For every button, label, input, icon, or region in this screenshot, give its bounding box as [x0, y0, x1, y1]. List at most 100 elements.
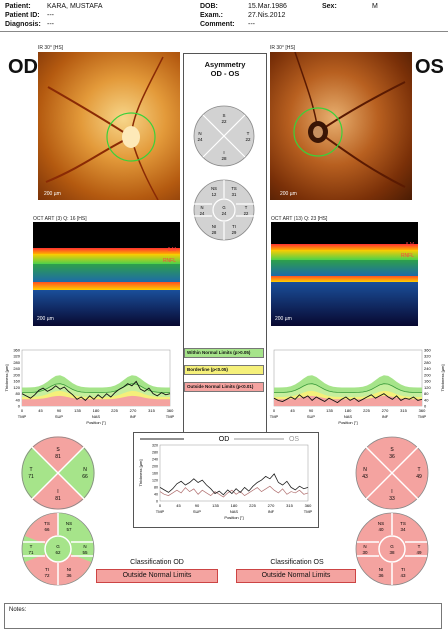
svg-text:N: N: [83, 544, 86, 549]
os-region-label: TMP: [418, 414, 427, 419]
os-fundus-image: 200 µm: [270, 51, 412, 200]
os-xtick: 270: [382, 408, 389, 413]
dob-label: DOB:: [200, 3, 218, 10]
od-oct-scale: 200 µm: [37, 316, 54, 322]
os-oct-label: OCT ART (13) Q: 23 [HS]: [271, 216, 328, 222]
od-ylabel: Thickness [µm]: [4, 365, 9, 392]
od-xtick: 45: [38, 408, 43, 413]
od-ytick: 0: [18, 404, 21, 409]
svg-text:S: S: [222, 113, 225, 118]
exam-value: 27.Nis.2012: [248, 12, 286, 19]
os-measured-line: [273, 393, 423, 404]
asym-pie-ni: 28: [212, 230, 217, 235]
od-circle-n: 66: [82, 474, 88, 480]
compare-ytick: 80: [154, 486, 158, 490]
svg-text:I: I: [391, 489, 392, 495]
asym-circle-t: 22: [245, 137, 251, 142]
os-xtick: 0: [273, 408, 276, 413]
os-oct-scale: 200 µm: [275, 316, 292, 322]
compare-ytick: 0: [156, 500, 158, 504]
svg-text:TI: TI: [45, 567, 49, 572]
os-sector-pie: NS 40 TS 34 N 30 G 38 T 49 NI 36 TI 43: [355, 512, 429, 586]
svg-text:TI: TI: [401, 567, 405, 572]
od-ytick: 280: [13, 360, 20, 365]
od-pie-t: 71: [28, 550, 34, 555]
legend-within-normal: Within Normal Limits (p>0.05): [184, 348, 264, 358]
classification-os-title: Classification OS: [270, 559, 324, 566]
svg-text:G: G: [390, 544, 394, 549]
od-sector-pie: TS 66 NS 57 T 71 G 62 N 55 TI 72 NI 36: [21, 512, 95, 586]
os-fundus-overlay: [293, 51, 406, 188]
svg-text:NI: NI: [212, 224, 216, 229]
svg-text:NS: NS: [378, 521, 384, 526]
asym-pie-n: 24: [200, 211, 205, 216]
notes-label: Notes:: [9, 607, 27, 613]
od-pie-n: 55: [82, 550, 88, 555]
compare-ytick: 200: [152, 465, 158, 469]
od-pie-ts: 66: [44, 527, 50, 532]
comment-label: Comment:: [200, 21, 235, 28]
od-rnfl-label: RNFL: [162, 258, 176, 264]
asym-pie-ts: 31: [232, 192, 237, 197]
os-region-label: INF: [382, 414, 389, 419]
os-circle-n: 43: [362, 474, 368, 480]
os-ir-label: IR 30° [HS]: [270, 45, 296, 51]
compare-region-label: TMP: [156, 509, 165, 514]
diagnosis-value: ---: [47, 21, 54, 28]
od-circle-i: 81: [55, 496, 61, 502]
od-ytick: 80: [16, 391, 21, 396]
os-ytick: 120: [424, 385, 431, 390]
os-ytick: 80: [424, 391, 429, 396]
od-ytick: 40: [16, 397, 21, 402]
compare-xlabel: Position [°]: [224, 515, 243, 520]
os-pie-ts: 34: [400, 527, 406, 532]
compare-od-line: [159, 473, 309, 496]
os-ytick: 320: [424, 354, 431, 359]
os-xtick: 315: [400, 408, 407, 413]
svg-text:NS: NS: [66, 521, 72, 526]
svg-text:TS: TS: [231, 186, 237, 191]
compare-ytick: 120: [152, 479, 158, 483]
os-fundus-scale: 200 µm: [280, 191, 297, 197]
compare-ytick: 240: [152, 458, 158, 462]
od-xtick: 360: [167, 408, 174, 413]
os-circle-t: 49: [416, 474, 422, 480]
od-xtick: 0: [21, 408, 24, 413]
od-sector-circle: S 81 T 71 N 66 I 81: [21, 436, 95, 510]
od-oct-scan: ILM RNFL 200 µm: [33, 222, 180, 326]
os-region-label: NAS: [344, 414, 353, 419]
compare-xtick: 90: [195, 503, 200, 508]
os-pie-n: 30: [362, 550, 368, 555]
classification-od-value: Outside Normal Limits: [96, 569, 218, 583]
svg-text:S: S: [56, 447, 60, 453]
od-xlabel: Position [°]: [86, 420, 105, 425]
compare-xtick: 270: [268, 503, 275, 508]
os-ilm-label: ILM: [405, 242, 414, 248]
notes-box: Notes:: [4, 603, 442, 629]
compare-xtick: 0: [159, 503, 162, 508]
os-oct-scan: ILM RNFL 200 µm: [271, 222, 418, 326]
asym-pie-t: 22: [244, 211, 249, 216]
os-circle-s: 36: [389, 454, 395, 460]
od-xtick: 180: [93, 408, 100, 413]
od-ytick: 200: [13, 372, 20, 377]
comment-value: ---: [248, 21, 255, 28]
asym-pie-g: 24: [222, 211, 227, 216]
svg-text:T: T: [417, 467, 420, 473]
od-region-label: NAS: [92, 414, 101, 419]
svg-text:N: N: [363, 544, 366, 549]
svg-text:S: S: [390, 447, 394, 453]
od-eye-label: OD: [8, 56, 38, 78]
legend-borderline: Borderline (p<0.05): [184, 365, 264, 375]
od-ytick: 160: [13, 379, 20, 384]
os-ytick: 360: [424, 348, 431, 353]
os-xtick: 45: [290, 408, 295, 413]
svg-text:T: T: [247, 131, 250, 136]
svg-text:NI: NI: [379, 567, 384, 572]
os-xtick: 360: [419, 408, 426, 413]
asym-pie-ns: 12: [212, 192, 217, 197]
os-ytick: 280: [424, 360, 431, 365]
asymmetry-title-line1: Asymmetry: [204, 60, 246, 69]
sex-value: M: [372, 3, 378, 10]
compare-ytick: 40: [154, 493, 158, 497]
